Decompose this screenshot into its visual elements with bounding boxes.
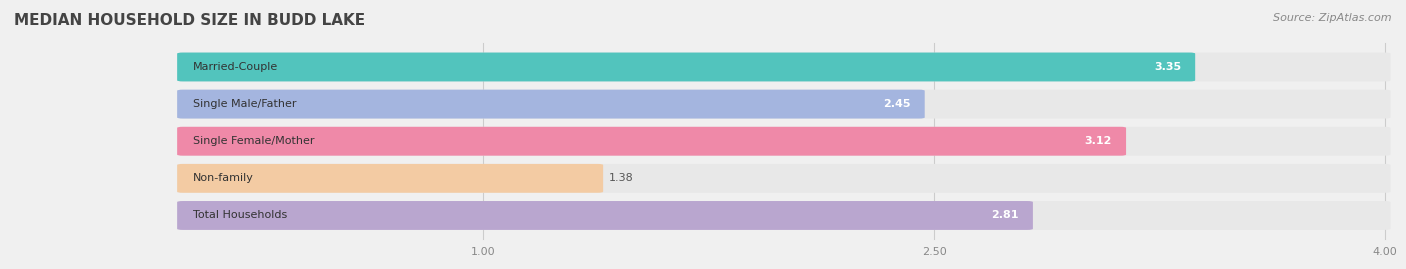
FancyBboxPatch shape <box>177 201 1391 230</box>
FancyBboxPatch shape <box>177 52 1391 82</box>
FancyBboxPatch shape <box>177 52 1195 82</box>
Text: 2.45: 2.45 <box>883 99 911 109</box>
FancyBboxPatch shape <box>177 164 603 193</box>
FancyBboxPatch shape <box>177 127 1126 156</box>
FancyBboxPatch shape <box>177 90 1391 119</box>
Text: Single Male/Father: Single Male/Father <box>193 99 297 109</box>
FancyBboxPatch shape <box>177 90 925 119</box>
Text: Non-family: Non-family <box>193 173 253 183</box>
Text: 2.50: 2.50 <box>922 247 946 257</box>
Text: 3.35: 3.35 <box>1154 62 1181 72</box>
FancyBboxPatch shape <box>177 201 1033 230</box>
Text: MEDIAN HOUSEHOLD SIZE IN BUDD LAKE: MEDIAN HOUSEHOLD SIZE IN BUDD LAKE <box>14 13 366 29</box>
FancyBboxPatch shape <box>177 127 1391 156</box>
Text: Single Female/Mother: Single Female/Mother <box>193 136 314 146</box>
FancyBboxPatch shape <box>177 164 1391 193</box>
Text: 1.38: 1.38 <box>609 173 634 183</box>
Text: 1.00: 1.00 <box>471 247 496 257</box>
Text: 2.81: 2.81 <box>991 210 1019 221</box>
Text: Source: ZipAtlas.com: Source: ZipAtlas.com <box>1274 13 1392 23</box>
Text: 4.00: 4.00 <box>1372 247 1398 257</box>
Text: Total Households: Total Households <box>193 210 287 221</box>
Text: 3.12: 3.12 <box>1084 136 1112 146</box>
Text: Married-Couple: Married-Couple <box>193 62 278 72</box>
